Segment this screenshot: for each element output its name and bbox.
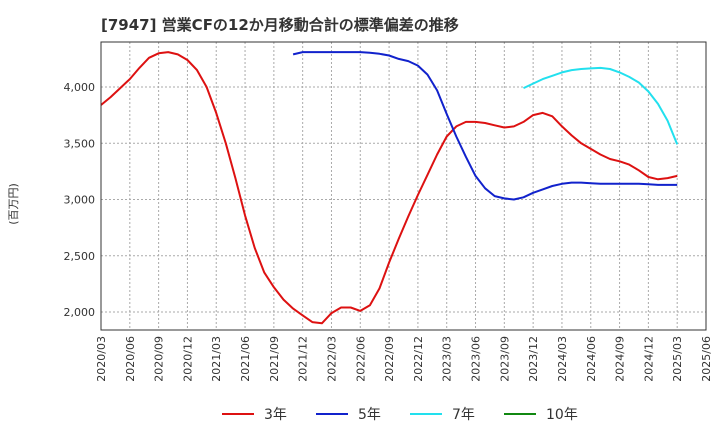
y-tick-label: 3,000: [64, 194, 96, 207]
x-tick-label: 2023/06: [470, 336, 483, 382]
grid: [100, 42, 707, 330]
y-tick-label: 4,000: [64, 81, 96, 94]
x-tick-label: 2024/06: [585, 336, 598, 382]
series-line-3: [523, 66, 679, 145]
x-tick-label: 2020/06: [124, 336, 137, 382]
legend-label: 7年: [452, 407, 475, 423]
y-tick-label: 3,500: [64, 137, 96, 150]
x-tick-label: 2020/03: [95, 336, 108, 382]
x-tick-label: 2024/12: [642, 336, 655, 382]
x-tick-label: 2024/03: [556, 336, 569, 382]
legend-label: 5年: [358, 407, 381, 423]
x-tick-label: 2021/06: [239, 336, 252, 382]
x-tick-label: 2022/06: [354, 336, 367, 382]
x-tick-label: 2020/12: [181, 336, 194, 382]
x-tick-label: 2021/09: [268, 336, 281, 382]
legend-label: 3年: [264, 407, 287, 423]
x-tick-label: 2021/12: [297, 336, 310, 382]
legend-label: 10年: [546, 407, 578, 423]
series-line-2: [292, 51, 678, 201]
series-group: [100, 51, 679, 325]
chart-title: [7947] 営業CFの12か月移動合計の標準偏差の推移: [101, 16, 459, 34]
x-tick-label: 2024/09: [614, 336, 627, 382]
x-tick-label: 2021/03: [210, 336, 223, 382]
x-tick-labels: 2020/03 2020/06 2020/09 2020/12 2021/03 2021/…: [95, 336, 713, 382]
x-tick-label: 2022/09: [383, 336, 396, 382]
x-tick-label: 2022/03: [325, 336, 338, 382]
x-tick-label: 2020/09: [153, 336, 166, 382]
x-tick-label: 2023/12: [527, 336, 540, 382]
x-tick-label: 2025/03: [671, 336, 684, 382]
x-tick-label: 2023/09: [498, 336, 511, 382]
x-tick-label: 2022/12: [412, 336, 425, 382]
y-tick-label: 2,500: [64, 250, 96, 263]
y-axis-label: (百万円): [7, 183, 20, 225]
y-tick-label: 2,000: [64, 306, 96, 319]
plot-frame: [100, 41, 707, 331]
legend: 3年 5年 7年 10年: [222, 407, 578, 423]
series-line-1: [100, 51, 678, 325]
y-tick-labels: 2,000 2,500 3,000 3,500 4,000: [64, 81, 96, 319]
x-tick-label: 2025/06: [700, 336, 713, 382]
x-tick-label: 2023/03: [441, 336, 454, 382]
